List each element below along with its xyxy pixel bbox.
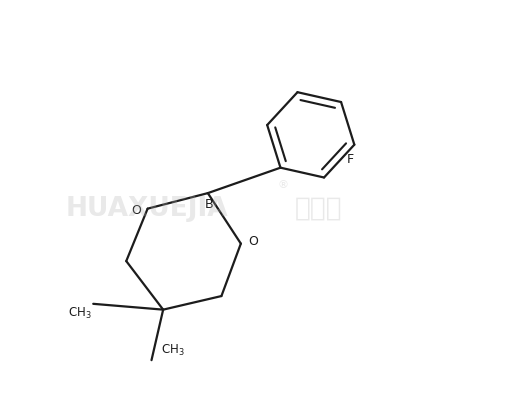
Text: HUAXUEJIA: HUAXUEJIA <box>66 196 229 222</box>
Text: O: O <box>248 235 258 248</box>
Text: ®: ® <box>278 180 289 190</box>
Text: CH$_3$: CH$_3$ <box>161 343 185 358</box>
Text: CH$_3$: CH$_3$ <box>68 306 91 321</box>
Text: F: F <box>347 153 354 166</box>
Text: O: O <box>131 204 140 217</box>
Text: 化学加: 化学加 <box>295 196 343 222</box>
Text: B: B <box>205 198 213 211</box>
